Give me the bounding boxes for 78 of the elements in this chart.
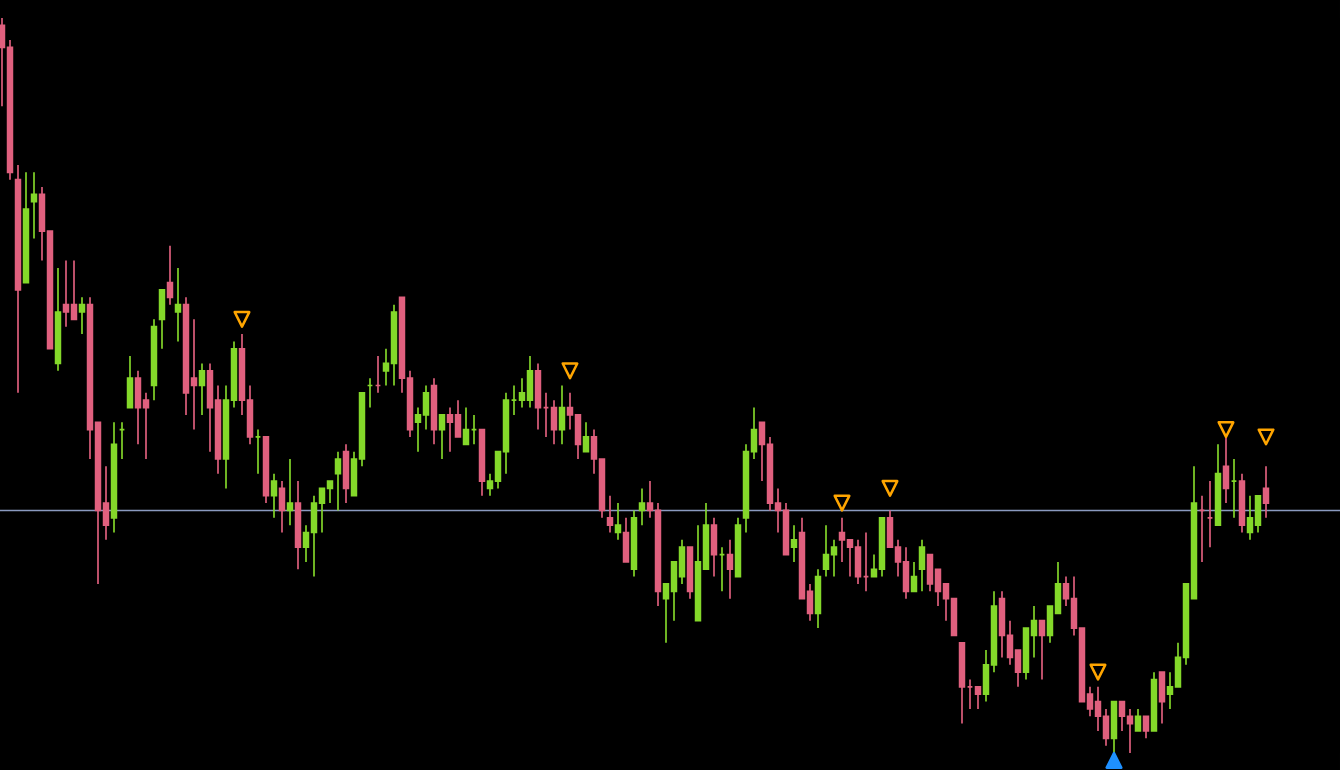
candlestick — [1030, 605, 1038, 659]
candlestick — [1038, 619, 1046, 681]
candlestick — [30, 171, 38, 240]
candlestick — [198, 362, 206, 416]
point — [233, 310, 251, 328]
candlestick — [1118, 700, 1126, 732]
candlestick — [846, 539, 854, 578]
candlestick — [1014, 649, 1022, 688]
candlestick — [174, 267, 182, 343]
point — [1257, 428, 1275, 446]
candlestick — [566, 392, 574, 431]
candlestick — [1086, 686, 1094, 718]
candlestick — [1126, 708, 1134, 753]
candlestick — [0, 18, 6, 108]
candlestick — [758, 421, 766, 482]
candlestick — [422, 384, 430, 431]
candlestick — [614, 502, 622, 541]
candlestick — [790, 524, 798, 563]
point — [1217, 421, 1235, 439]
candlestick — [286, 458, 294, 526]
point — [881, 479, 899, 497]
candlestick — [1102, 708, 1110, 747]
candlestick — [78, 296, 86, 335]
candlestick — [1166, 671, 1174, 710]
point — [1105, 751, 1123, 769]
candlestick — [870, 553, 878, 578]
candlestick — [142, 392, 150, 460]
candlestick — [462, 406, 470, 446]
candlestick — [918, 539, 926, 593]
candlestick — [822, 524, 830, 578]
candlestick — [518, 377, 526, 409]
candlestick — [62, 259, 70, 328]
candlestick — [454, 399, 462, 438]
candlestick — [1134, 708, 1142, 732]
candlestick — [726, 539, 734, 600]
candlestick — [1062, 575, 1070, 607]
candlestick — [558, 384, 566, 446]
candlestick — [1094, 686, 1102, 732]
candlestick — [278, 480, 286, 534]
candlestick — [974, 686, 982, 710]
candlestick — [1246, 494, 1254, 541]
candlestick — [894, 539, 902, 578]
candlestick — [806, 583, 814, 622]
candlestick — [838, 516, 846, 563]
candlestick — [550, 399, 558, 446]
point — [833, 494, 851, 512]
candlestick — [166, 245, 174, 306]
candlestick — [334, 450, 342, 512]
candlestick — [606, 494, 614, 534]
candlestick — [934, 568, 942, 607]
candlestick — [190, 318, 198, 431]
candlestick — [326, 480, 334, 504]
point — [1089, 663, 1107, 681]
candlestick — [318, 487, 326, 534]
candlestick — [1262, 465, 1270, 519]
candlestick — [590, 428, 598, 475]
candlestick — [446, 406, 454, 453]
candlestick — [70, 259, 78, 321]
candlestick — [382, 347, 390, 387]
candlestick — [1222, 436, 1230, 504]
candlestick — [750, 406, 758, 460]
candlestick — [662, 583, 670, 644]
point — [561, 362, 579, 380]
candlestick — [102, 465, 110, 541]
candlestick — [830, 539, 838, 578]
candlestick — [910, 561, 918, 593]
candlestick — [302, 524, 310, 563]
candlestick — [638, 487, 646, 526]
candlestick — [774, 487, 782, 534]
candlestick — [942, 583, 950, 622]
candlestick — [1006, 619, 1014, 666]
candlestick — [1142, 715, 1150, 740]
candlestick — [270, 472, 278, 519]
candlestick — [438, 414, 446, 460]
candlestick — [486, 472, 494, 497]
candlestick — [414, 406, 422, 453]
candlestick — [582, 421, 590, 453]
candlestick — [646, 480, 654, 519]
